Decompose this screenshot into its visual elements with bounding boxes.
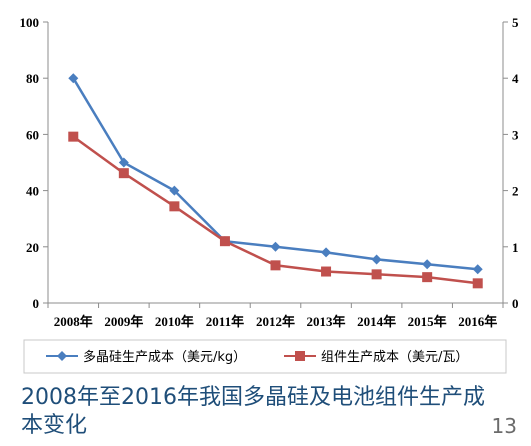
data-point-square [68, 131, 79, 142]
legend-marker-square-icon [295, 351, 305, 361]
x-tick-label: 2013年 [307, 314, 346, 329]
x-tick-label: 2016年 [458, 314, 497, 329]
axes [43, 21, 508, 308]
data-point-square [472, 278, 483, 289]
data-point-square [118, 168, 129, 179]
data-point-diamond [169, 185, 180, 196]
x-tick-label: 2009年 [104, 314, 143, 329]
y-right-tick-label: 5 [512, 15, 519, 30]
data-point-square [422, 272, 433, 283]
legend-box [23, 339, 507, 374]
x-tick-label: 2008年 [54, 314, 93, 329]
y-right-tick-label: 1 [512, 240, 519, 255]
x-tick-label: 2012年 [256, 314, 295, 329]
x-tick-label: 2010年 [155, 314, 194, 329]
data-point-square [219, 236, 230, 247]
data-point-diamond [371, 254, 382, 265]
y-left-tick-label: 100 [20, 15, 40, 30]
y-left-tick-label: 40 [26, 184, 39, 199]
legend-item-module: 组件生产成本（美元/瓦） [284, 350, 468, 365]
legend-label-polysilicon: 多晶硅生产成本（美元/kg） [83, 349, 246, 365]
x-tick-label: 2014年 [357, 314, 396, 329]
data-point-square [321, 266, 332, 277]
x-tick-label: 2015年 [408, 314, 447, 329]
series-markers [68, 73, 483, 289]
legend-marker-diamond-icon [57, 351, 67, 361]
legend-label-module: 组件生产成本（美元/瓦） [321, 350, 468, 365]
slide-caption: 2008年至2016年我国多晶硅及电池组件生产成本变化 [21, 385, 485, 438]
data-point-diamond [321, 247, 332, 258]
x-tick-label: 2011年 [206, 314, 244, 329]
line-chart: 0 20 40 60 80 100 0 1 2 3 4 5 2008年 2009年 2010年 2011年 20… [20, 15, 520, 374]
y-left-tick-label: 0 [33, 296, 40, 311]
y-left-tick-label: 80 [26, 71, 39, 86]
y-right-tick-label: 0 [512, 296, 519, 311]
data-point-square [371, 269, 382, 280]
data-point-diamond [270, 241, 281, 252]
data-point-square [169, 201, 180, 212]
y-right-tick-label: 4 [512, 71, 519, 86]
data-point-diamond [68, 73, 79, 84]
y-left-tick-label: 60 [26, 127, 39, 142]
tick-labels: 0 20 40 60 80 100 0 1 2 3 4 5 2008年 2009年 2010年 2011年 20… [20, 15, 520, 329]
data-point-diamond [118, 157, 129, 168]
legend-item-polysilicon: 多晶硅生产成本（美元/kg） [46, 349, 246, 365]
data-point-square [270, 260, 281, 271]
data-point-diamond [422, 259, 433, 270]
page-number: 13 [491, 414, 517, 438]
data-point-diamond [472, 264, 483, 275]
y-right-tick-label: 2 [512, 184, 519, 199]
y-right-tick-label: 3 [512, 127, 519, 142]
y-left-tick-label: 20 [26, 240, 39, 255]
